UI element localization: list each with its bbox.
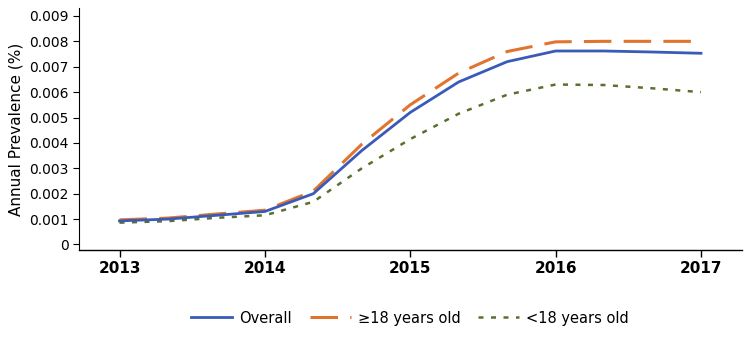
Y-axis label: Annual Prevalence (%): Annual Prevalence (%) <box>8 42 23 216</box>
Legend: Overall, ≥18 years old, <18 years old: Overall, ≥18 years old, <18 years old <box>186 305 634 332</box>
